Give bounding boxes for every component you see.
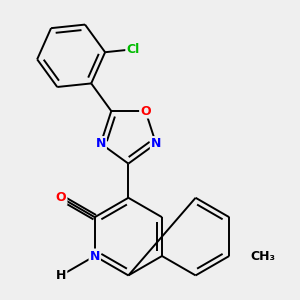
Text: CH₃: CH₃ [250,250,275,262]
Text: N: N [90,250,100,262]
Text: O: O [56,191,67,204]
Text: O: O [140,105,151,118]
Text: N: N [95,137,106,150]
Text: H: H [56,269,66,282]
Text: Cl: Cl [126,43,140,56]
Text: N: N [151,137,161,150]
